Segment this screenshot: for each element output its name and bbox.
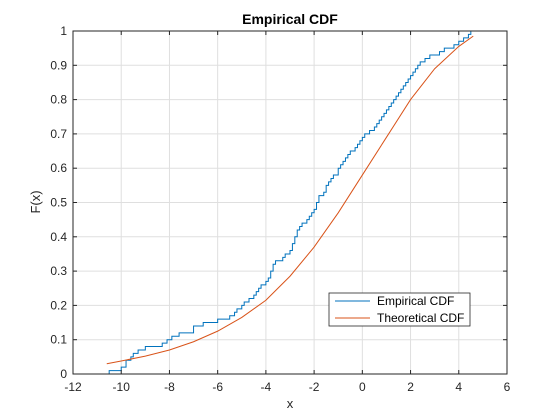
y-axis-ticks: 0 0.1 0.2 0.3 0.4 0.5 0.6 0.7 0.8 0.9 1 xyxy=(50,24,507,381)
y-tick-label: 0.8 xyxy=(50,93,67,107)
empirical-cdf-line xyxy=(108,31,472,374)
y-axis-label: F(x) xyxy=(28,190,43,213)
y-tick-label: 0.6 xyxy=(50,161,67,175)
x-axis-ticks: -12 -10 -8 -6 -4 -2 0 2 4 6 xyxy=(64,31,511,394)
y-tick-label: 0.4 xyxy=(50,230,67,244)
x-tick-label: 0 xyxy=(359,380,366,394)
legend-box xyxy=(328,292,471,327)
x-tick-label: -6 xyxy=(212,380,223,394)
series-layer xyxy=(106,31,474,374)
theoretical-cdf-line xyxy=(106,35,474,365)
x-tick-label: -12 xyxy=(64,380,82,394)
y-tick-label: 1 xyxy=(60,24,67,38)
y-tick-label: 0.2 xyxy=(50,298,67,312)
x-tick-label: -2 xyxy=(309,380,320,394)
legend-label-theoretical: Theoretical CDF xyxy=(377,311,464,325)
legend: Empirical CDF Theoretical CDF xyxy=(328,292,471,327)
legend-label-empirical: Empirical CDF xyxy=(377,294,454,308)
x-tick-label: 6 xyxy=(504,380,511,394)
x-axis-label: x xyxy=(287,396,294,411)
y-tick-label: 0.9 xyxy=(50,58,67,72)
x-tick-label: 4 xyxy=(455,380,462,394)
chart-title: Empirical CDF xyxy=(242,11,338,27)
y-tick-label: 0.7 xyxy=(50,127,67,141)
x-tick-label: -4 xyxy=(261,380,272,394)
x-tick-label: -10 xyxy=(113,380,131,394)
y-tick-label: 0.1 xyxy=(50,333,67,347)
x-tick-label: -8 xyxy=(164,380,175,394)
y-tick-label: 0.3 xyxy=(50,264,67,278)
y-tick-label: 0 xyxy=(60,367,67,381)
x-tick-label: 2 xyxy=(407,380,414,394)
y-tick-label: 0.5 xyxy=(50,196,67,210)
